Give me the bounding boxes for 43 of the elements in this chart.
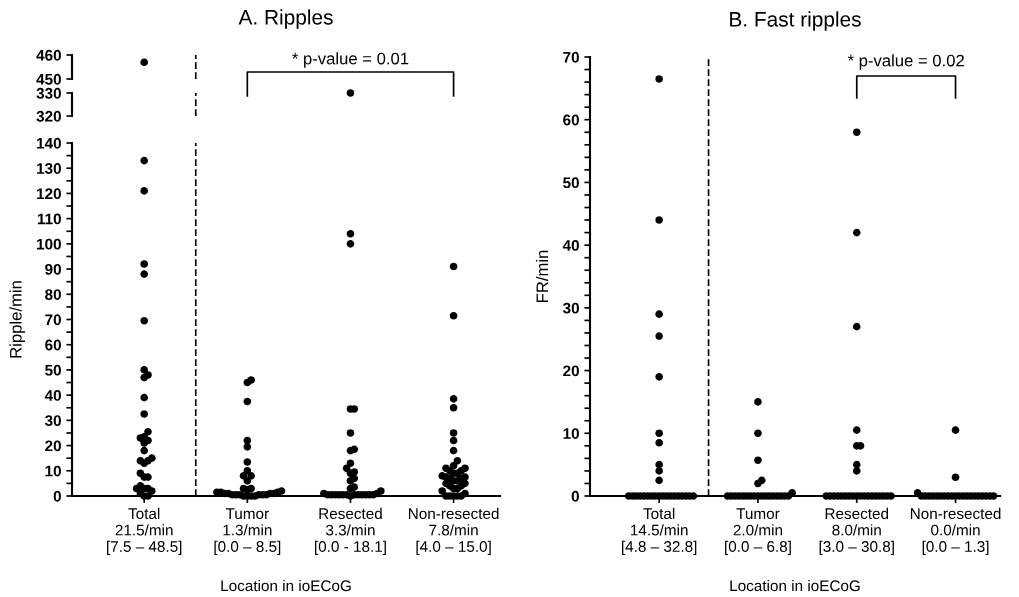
x-tick-label: Non-resected 0.0/min [0.0 – 1.3] bbox=[910, 507, 1001, 555]
x-tick-label: Resected 3.3/min [0.0 - 18.1] bbox=[315, 507, 386, 555]
y-tick-label: 50 bbox=[45, 364, 61, 376]
y-tick-label: 70 bbox=[45, 314, 61, 326]
x-tick-label: Non-resected 7.8/min [4.0 – 15.0] bbox=[408, 507, 499, 555]
y-tick-label: 20 bbox=[563, 365, 579, 377]
y-tick-label: 140 bbox=[37, 137, 61, 149]
chart-title: B. Fast ripples bbox=[730, 11, 861, 31]
y-tick-label: 0 bbox=[53, 490, 61, 502]
y-axis-title: Ripple/min bbox=[9, 281, 25, 358]
y-tick-label: 10 bbox=[45, 465, 61, 477]
x-axis-title: Location in ioECoG bbox=[221, 579, 351, 592]
y-tick-label: 330 bbox=[36, 87, 61, 99]
y-tick-label: 60 bbox=[45, 339, 61, 351]
x-tick-label: Total 21.5/min [7.5 – 48.5] bbox=[107, 507, 182, 555]
y-tick-label: 60 bbox=[563, 114, 579, 126]
x-tick-label: Tumor 1.3/min [0.0 – 8.5] bbox=[214, 508, 281, 555]
y-tick-label: 460 bbox=[36, 49, 61, 61]
y-axis-title: FR/min bbox=[535, 250, 549, 302]
y-tick-label: 80 bbox=[45, 289, 61, 300]
x-tick-label: Resected 8.0/min [3.0 – 30.8] bbox=[819, 507, 894, 555]
y-tick-label: 50 bbox=[563, 177, 579, 189]
y-tick-label: 30 bbox=[44, 415, 61, 427]
y-tick-label: 130 bbox=[37, 163, 61, 174]
y-tick-label: 90 bbox=[45, 263, 61, 275]
y-tick-label: 10 bbox=[563, 428, 579, 439]
y-tick-label: 40 bbox=[562, 240, 579, 251]
y-tick-label: 70 bbox=[563, 51, 579, 63]
chart-title: A. Ripples bbox=[238, 9, 333, 29]
annotation: * p-value = 0.01 bbox=[292, 52, 409, 68]
annotation: * p-value = 0.02 bbox=[847, 54, 964, 70]
y-tick-label: 120 bbox=[37, 188, 61, 200]
x-tick-label: Total 14.5/min [4.8 – 32.8] bbox=[622, 507, 697, 555]
y-tick-label: 40 bbox=[44, 390, 61, 401]
y-tick-label: 450 bbox=[36, 73, 61, 85]
y-tick-label: 110 bbox=[37, 213, 61, 225]
x-axis-title: Location in ioECoG bbox=[730, 579, 860, 592]
y-tick-label: 20 bbox=[45, 440, 61, 452]
x-tick-label: Tumor 2.0/min [0.0 – 6.8] bbox=[725, 508, 791, 555]
y-tick-label: 100 bbox=[37, 238, 61, 250]
y-tick-label: 320 bbox=[36, 110, 61, 122]
y-tick-label: 0 bbox=[571, 490, 579, 502]
y-tick-label: 30 bbox=[562, 302, 579, 314]
